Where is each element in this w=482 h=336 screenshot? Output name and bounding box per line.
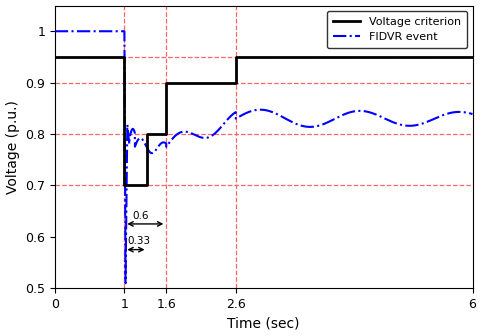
FIDVR event [355,109,361,113]
FIDVR event [228,115,233,119]
FIDVR event [469,112,475,116]
Voltage criterion [52,55,58,59]
Voltage criterion [233,81,239,85]
Voltage criterion [469,55,475,59]
Line: Voltage criterion: Voltage criterion [55,57,472,185]
Voltage criterion [233,55,239,59]
Voltage criterion [121,183,127,187]
Voltage criterion [145,132,150,136]
FIDVR event [436,115,442,119]
Voltage criterion [163,81,169,85]
Legend: Voltage criterion, FIDVR event: Voltage criterion, FIDVR event [327,11,467,48]
FIDVR event [52,29,58,33]
FIDVR event [457,110,463,114]
Line: FIDVR event: FIDVR event [55,31,472,283]
X-axis label: Time (sec): Time (sec) [228,317,300,330]
Voltage criterion [145,183,150,187]
FIDVR event [122,281,128,285]
Text: 0.6: 0.6 [133,211,149,221]
FIDVR event [231,112,237,116]
FIDVR event [251,109,256,113]
Voltage criterion [121,55,127,59]
Text: 0.33: 0.33 [127,237,150,247]
Voltage criterion [163,132,169,136]
Y-axis label: Voltage (p.u.): Voltage (p.u.) [6,100,20,194]
